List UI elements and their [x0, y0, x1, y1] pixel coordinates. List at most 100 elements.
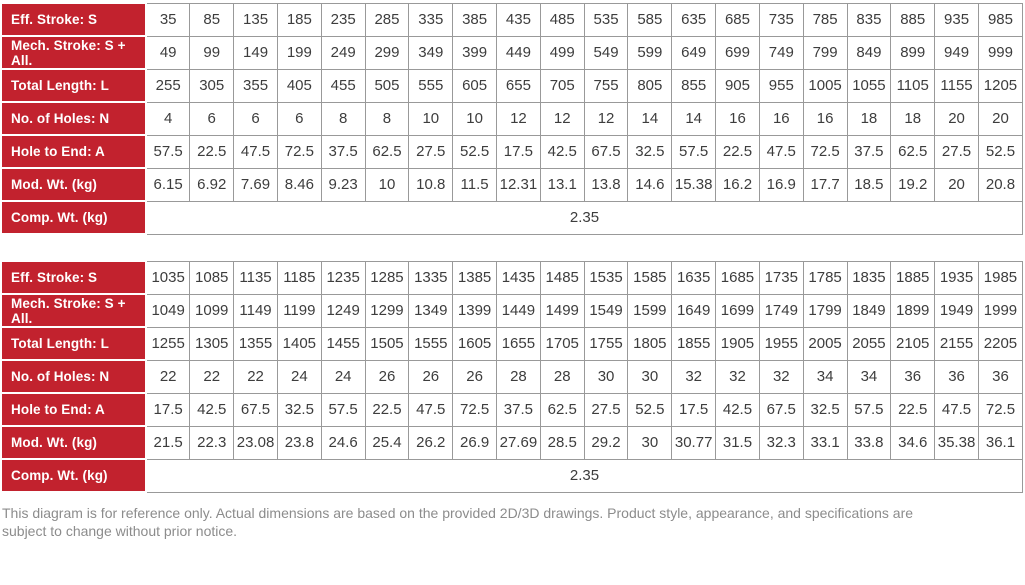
data-cell: 36: [890, 359, 936, 394]
row-label: Hole to End: A: [0, 392, 147, 427]
data-cell: 1435: [496, 260, 541, 295]
row-label: Eff. Stroke: S: [0, 2, 147, 37]
data-cell: 199: [276, 35, 322, 70]
data-cell: 1699: [715, 293, 760, 328]
data-cell: 15.38: [671, 167, 717, 202]
row-label: Comp. Wt. (kg): [0, 458, 147, 493]
data-cell: 2155: [934, 326, 979, 361]
table-row: Eff. Stroke: S 35 85 135 185 235 285 335 385 435 4…: [0, 2, 1024, 37]
data-cell: 57.5: [671, 134, 717, 169]
data-cell: 1849: [846, 293, 892, 328]
data-cell: 13.8: [583, 167, 629, 202]
data-cell: 18.5: [846, 167, 892, 202]
data-cell: 1149: [233, 293, 278, 328]
row-label: Total Length: L: [0, 68, 147, 103]
data-cell: 16: [715, 101, 760, 136]
data-cell: 16: [758, 101, 804, 136]
data-cell: 2205: [977, 326, 1024, 361]
table-row: Total Length: L 1255 1305 1355 1405 1455 1505 1…: [0, 326, 1024, 361]
data-cell: 57.5: [145, 134, 191, 169]
data-cell: 1855: [671, 326, 717, 361]
data-cell: 11.5: [452, 167, 497, 202]
table-row: No. of Holes: N 22 22 22 24 24 26 26 26 28 28 30 30 3…: [0, 359, 1024, 394]
data-cell: 9.23: [320, 167, 366, 202]
data-cell: 6.15: [145, 167, 191, 202]
data-cell: 355: [233, 68, 278, 103]
table-row: Eff. Stroke: S 1035 1085 1135 1185 1235 1285 13…: [0, 260, 1024, 295]
data-cell: 1685: [715, 260, 760, 295]
data-cell: 899: [890, 35, 936, 70]
data-cell: 10: [364, 167, 410, 202]
data-cell: 47.5: [408, 392, 454, 427]
data-cell: 185: [276, 2, 322, 37]
data-cell: 24: [276, 359, 322, 394]
data-cell: 34.6: [890, 425, 936, 460]
data-cell: 1535: [583, 260, 629, 295]
data-cell: 32: [671, 359, 717, 394]
data-cell: 27.5: [408, 134, 454, 169]
data-cell: 1449: [496, 293, 541, 328]
table-row: Mech. Stroke: S + All. 49 99 149 199 249 299 34…: [0, 35, 1024, 70]
data-cell: 1799: [802, 293, 848, 328]
data-cell: 655: [496, 68, 541, 103]
data-cell: 135: [233, 2, 278, 37]
data-cell: 16.9: [758, 167, 804, 202]
data-cell: 29.2: [583, 425, 629, 460]
data-cell: 1955: [758, 326, 804, 361]
table-row: Mech. Stroke: S + All. 1049 1099 1149 1199 12…: [0, 293, 1024, 328]
data-cell: 72.5: [802, 134, 848, 169]
data-cell: 1649: [671, 293, 717, 328]
data-cell: 30.77: [671, 425, 717, 460]
data-cell: 17.5: [496, 134, 541, 169]
data-cell: 1499: [539, 293, 585, 328]
data-cell: 8.46: [276, 167, 322, 202]
data-cell: 12: [583, 101, 629, 136]
data-cell: 6: [189, 101, 235, 136]
data-cell: 35.38: [934, 425, 979, 460]
data-cell: 1399: [452, 293, 497, 328]
data-cell: 37.5: [846, 134, 892, 169]
data-cell: 699: [715, 35, 760, 70]
data-cell: 235: [320, 2, 366, 37]
data-cell: 435: [496, 2, 541, 37]
data-cell: 849: [846, 35, 892, 70]
data-cell: 1235: [320, 260, 366, 295]
row-label: Mod. Wt. (kg): [0, 425, 147, 460]
table-row: Comp. Wt. (kg) 2.35: [0, 200, 1023, 235]
data-cell: 705: [539, 68, 585, 103]
data-cell: 72.5: [276, 134, 322, 169]
data-cell: 19.2: [890, 167, 936, 202]
data-cell: 985: [977, 2, 1024, 37]
data-cell: 17.5: [671, 392, 717, 427]
data-cell: 32.3: [758, 425, 804, 460]
row-label: Comp. Wt. (kg): [0, 200, 147, 235]
data-cell: 885: [890, 2, 936, 37]
data-cell: 905: [715, 68, 760, 103]
data-cell: 1349: [408, 293, 454, 328]
data-cell: 635: [671, 2, 717, 37]
data-cell: 799: [802, 35, 848, 70]
data-cell: 22: [233, 359, 278, 394]
row-label: Hole to End: A: [0, 134, 147, 169]
data-cell: 755: [583, 68, 629, 103]
data-cell: 935: [934, 2, 979, 37]
data-cell: 12.31: [496, 167, 541, 202]
data-cell: 22.5: [715, 134, 760, 169]
data-cell: 1205: [977, 68, 1024, 103]
table-row: Total Length: L 255 305 355 405 455 505 555 605 6…: [0, 68, 1024, 103]
data-cell: 1405: [276, 326, 322, 361]
data-cell: 36: [977, 359, 1024, 394]
data-cell: 149: [233, 35, 278, 70]
data-cell: 32: [715, 359, 760, 394]
data-cell: 22.5: [189, 134, 235, 169]
data-cell: 33.8: [846, 425, 892, 460]
row-label: No. of Holes: N: [0, 359, 147, 394]
data-cell: 10: [452, 101, 497, 136]
data-cell: 399: [452, 35, 497, 70]
data-cell: 805: [627, 68, 673, 103]
data-cell: 47.5: [934, 392, 979, 427]
data-cell: 1585: [627, 260, 673, 295]
spec-table-lower: Eff. Stroke: S 1035 1085 1135 1185 1235 1285 13…: [0, 260, 1024, 493]
data-cell: 8: [320, 101, 366, 136]
data-cell: 1549: [583, 293, 629, 328]
